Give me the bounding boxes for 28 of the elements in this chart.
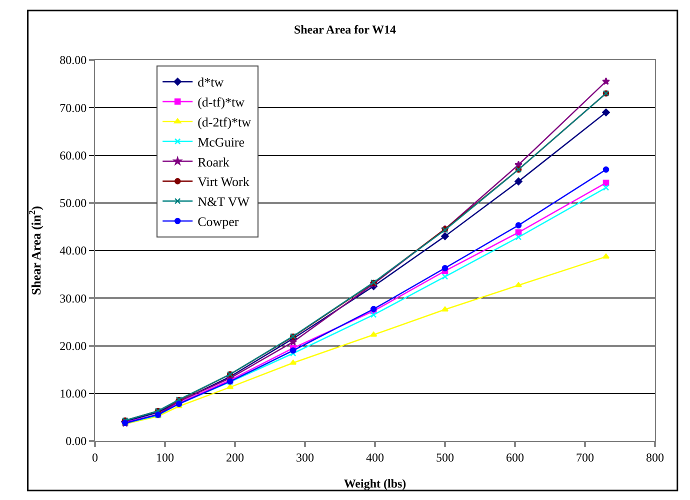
x-tick-label: 0 <box>92 450 98 464</box>
x-tick-label: 800 <box>646 450 664 464</box>
y-tick-label: 50.00 <box>60 196 87 210</box>
legend-label: d*tw <box>198 74 224 90</box>
y-tick-label: 60.00 <box>60 148 87 162</box>
legend-label: Roark <box>198 154 230 170</box>
x-tick-label: 500 <box>436 450 454 464</box>
x-tick-label: 200 <box>226 450 244 464</box>
x-tick-label: 600 <box>506 450 524 464</box>
y-tick-label: 30.00 <box>60 291 87 306</box>
y-tick-label: 70.00 <box>60 100 87 115</box>
y-tick-label: 80.00 <box>60 53 87 68</box>
x-tick-label: 100 <box>156 450 174 464</box>
legend-label: N&T VW <box>198 194 250 210</box>
x-tick-label: 700 <box>576 450 594 464</box>
y-tick-label: 20.00 <box>60 338 87 353</box>
legend-label: Virt Work <box>198 174 250 190</box>
y-tick-label: 40.00 <box>60 244 87 258</box>
x-axis-title: Weight (lbs) <box>344 476 406 490</box>
chart-title: Shear Area for W14 <box>294 22 396 36</box>
y-tick-label: 10.00 <box>60 386 87 401</box>
legend-label: (d-2tf)*tw <box>198 114 252 130</box>
legend-label: Cowper <box>198 214 240 230</box>
legend-label: McGuire <box>198 134 245 150</box>
legend-label: (d-tf)*tw <box>198 94 246 110</box>
x-tick-label: 300 <box>296 450 314 464</box>
x-tick-label: 400 <box>366 450 384 464</box>
y-tick-label: 0.00 <box>66 434 87 448</box>
